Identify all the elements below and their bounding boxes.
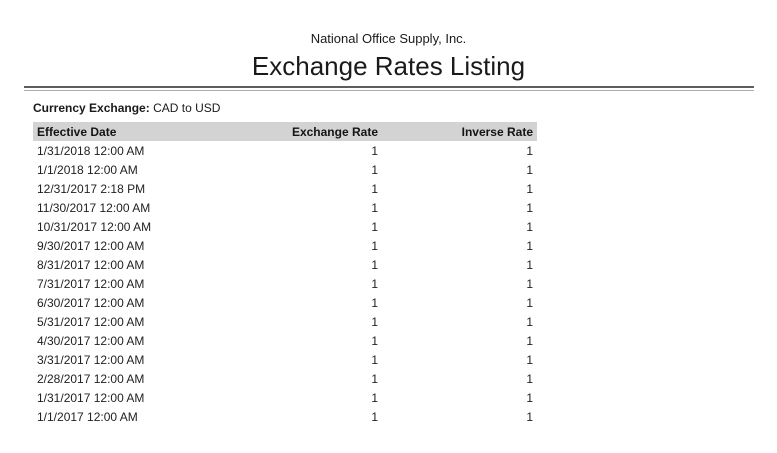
exchange-rate-cell: 1 xyxy=(371,314,378,329)
inverse-rate-cell: 1 xyxy=(526,181,533,196)
effective-date-cell: 5/31/2017 12:00 AM xyxy=(37,314,145,329)
table-row: 7/31/2017 12:00 AM 1 1 xyxy=(33,274,537,293)
effective-date-cell: 11/30/2017 12:00 AM xyxy=(37,200,151,215)
inverse-rate-cell: 1 xyxy=(526,371,533,386)
inverse-rate-cell: 1 xyxy=(526,219,533,234)
table-row: 1/1/2017 12:00 AM 1 1 xyxy=(33,407,537,426)
exchange-rate-cell: 1 xyxy=(371,390,378,405)
table-row: 12/31/2017 2:18 PM 1 1 xyxy=(33,179,537,198)
inverse-rate-cell: 1 xyxy=(526,162,533,177)
inverse-rate-cell: 1 xyxy=(526,257,533,272)
table-row: 4/30/2017 12:00 AM 1 1 xyxy=(33,331,537,350)
inverse-rate-cell: 1 xyxy=(526,295,533,310)
column-header-inverse-rate: Inverse Rate xyxy=(382,122,537,141)
effective-date-cell: 8/31/2017 12:00 AM xyxy=(37,257,145,272)
exchange-rate-cell: 1 xyxy=(371,143,378,158)
table-row: 1/31/2018 12:00 AM 1 1 xyxy=(33,141,537,160)
inverse-rate-cell: 1 xyxy=(526,333,533,348)
exchange-rate-cell: 1 xyxy=(371,162,378,177)
table-row: 9/30/2017 12:00 AM 1 1 xyxy=(33,236,537,255)
inverse-rate-cell: 1 xyxy=(526,200,533,215)
table-row: 5/31/2017 12:00 AM 1 1 xyxy=(33,312,537,331)
effective-date-cell: 7/31/2017 12:00 AM xyxy=(37,276,145,291)
effective-date-cell: 3/31/2017 12:00 AM xyxy=(37,352,145,367)
effective-date-cell: 1/31/2017 12:00 AM xyxy=(37,390,145,405)
table-row: 6/30/2017 12:00 AM 1 1 xyxy=(33,293,537,312)
effective-date-cell: 2/28/2017 12:00 AM xyxy=(37,371,145,386)
effective-date-cell: 9/30/2017 12:00 AM xyxy=(37,238,145,253)
exchange-rate-cell: 1 xyxy=(371,409,378,424)
exchange-rate-cell: 1 xyxy=(371,238,378,253)
table-row: 2/28/2017 12:00 AM 1 1 xyxy=(33,369,537,388)
table-header-row: Effective Date Exchange Rate Inverse Rat… xyxy=(33,122,537,141)
table-row: 11/30/2017 12:00 AM 1 1 xyxy=(33,198,537,217)
inverse-rate-cell: 1 xyxy=(526,276,533,291)
exchange-rate-cell: 1 xyxy=(371,257,378,272)
table-row: 1/31/2017 12:00 AM 1 1 xyxy=(33,388,537,407)
exchange-rate-cell: 1 xyxy=(371,295,378,310)
exchange-rate-cell: 1 xyxy=(371,181,378,196)
title-divider xyxy=(23,86,754,91)
inverse-rate-cell: 1 xyxy=(526,143,533,158)
effective-date-cell: 6/30/2017 12:00 AM xyxy=(37,295,145,310)
table-row: 3/31/2017 12:00 AM 1 1 xyxy=(33,350,537,369)
currency-exchange-line: Currency Exchange: CAD to USD xyxy=(33,101,777,116)
table-row: 10/31/2017 12:00 AM 1 1 xyxy=(33,217,537,236)
effective-date-cell: 1/1/2018 12:00 AM xyxy=(37,162,138,177)
inverse-rate-cell: 1 xyxy=(526,390,533,405)
page-title: Exchange Rates Listing xyxy=(251,51,526,81)
table-body: 1/31/2018 12:00 AM 1 1 1/1/2018 12:00 AM… xyxy=(33,141,537,426)
exchange-rate-cell: 1 xyxy=(371,333,378,348)
inverse-rate-cell: 1 xyxy=(526,238,533,253)
currency-exchange-value: CAD to USD xyxy=(153,101,221,115)
exchange-rate-cell: 1 xyxy=(371,219,378,234)
effective-date-cell: 1/1/2017 12:00 AM xyxy=(37,409,138,424)
inverse-rate-cell: 1 xyxy=(526,314,533,329)
inverse-rate-cell: 1 xyxy=(526,409,533,424)
company-name: National Office Supply, Inc. xyxy=(310,31,467,46)
exchange-rate-cell: 1 xyxy=(371,276,378,291)
exchange-rate-cell: 1 xyxy=(371,200,378,215)
inverse-rate-cell: 1 xyxy=(526,352,533,367)
exchange-rates-table: Effective Date Exchange Rate Inverse Rat… xyxy=(33,122,537,426)
table-row: 8/31/2017 12:00 AM 1 1 xyxy=(33,255,537,274)
exchange-rate-cell: 1 xyxy=(371,352,378,367)
table-row: 1/1/2018 12:00 AM 1 1 xyxy=(33,160,537,179)
effective-date-cell: 10/31/2017 12:00 AM xyxy=(37,219,152,234)
effective-date-cell: 1/31/2018 12:00 AM xyxy=(37,143,145,158)
effective-date-cell: 4/30/2017 12:00 AM xyxy=(37,333,145,348)
column-header-effective-date: Effective Date xyxy=(33,122,258,141)
exchange-rate-cell: 1 xyxy=(371,371,378,386)
effective-date-cell: 12/31/2017 2:18 PM xyxy=(37,181,146,196)
column-header-exchange-rate: Exchange Rate xyxy=(258,122,382,141)
currency-exchange-label: Currency Exchange: xyxy=(33,101,150,115)
